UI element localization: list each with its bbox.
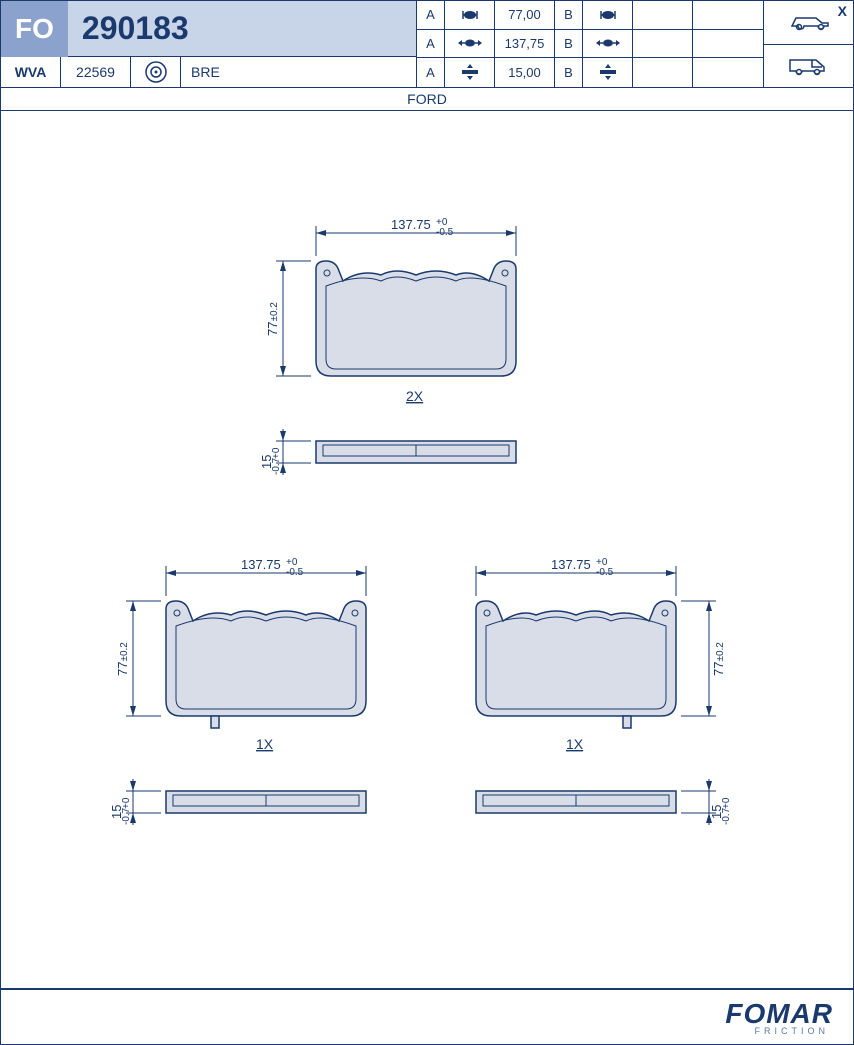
svg-text:137.75: 137.75 — [241, 557, 281, 572]
spec-b-val-0 — [633, 1, 693, 29]
spec-a-label-2: A — [417, 58, 445, 87]
car-cell: X — [764, 1, 853, 45]
top-height: 77±0.2 — [265, 302, 280, 336]
spec-b-val-1 — [633, 30, 693, 58]
br-ttl: -0.7 — [721, 807, 732, 825]
spec-row-2: A 15,00 B — [416, 58, 763, 87]
top-thick-tu: +0 — [271, 447, 282, 459]
wva-label: WVA — [1, 57, 61, 87]
width-icon-b — [583, 30, 633, 58]
svg-text:77±0.2: 77±0.2 — [115, 642, 130, 676]
spec-a-val-2: 15,00 — [495, 58, 555, 87]
part-row: FO 290183 — [1, 1, 416, 57]
spec-b-label-1: B — [555, 30, 583, 58]
width-icon — [445, 30, 495, 58]
svg-text:77±0.2: 77±0.2 — [711, 642, 726, 676]
spec-b-val-2 — [633, 58, 693, 87]
car-marked: X — [838, 3, 847, 19]
spec-a-val-1: 137,75 — [495, 30, 555, 58]
top-qty: 2X — [406, 388, 424, 404]
bl-h: 77 — [115, 662, 130, 676]
van-cell — [764, 45, 853, 88]
drawing-area: 137.75 +0 -0.5 77±0.2 2X 15 +0 -0.7 137.… — [1, 111, 853, 991]
footer: FOMAR FRICTION — [1, 988, 853, 1044]
spec-a-val-0: 77,00 — [495, 1, 555, 29]
car-icon — [784, 10, 834, 34]
svg-text:137.75: 137.75 — [551, 557, 591, 572]
spec-b-label-2: B — [555, 58, 583, 87]
vehicle-col: X — [763, 1, 853, 87]
logo-sub: FRICTION — [21, 1026, 833, 1036]
thick-icon — [445, 58, 495, 87]
part-number: 290183 — [68, 10, 189, 47]
height-icon — [445, 1, 495, 29]
bl-ttu: +0 — [121, 797, 132, 809]
br-ttu: +0 — [721, 797, 732, 809]
spec-a-label: A — [417, 1, 445, 29]
wva-value: 22569 — [61, 57, 131, 87]
disc-icon — [131, 57, 181, 87]
bl-ttl: -0.7 — [121, 807, 132, 825]
logo: FOMAR — [725, 998, 833, 1029]
spec-row-0: A 77,00 B — [416, 1, 763, 30]
height-icon-b — [583, 1, 633, 29]
top-thick-tl: -0.7 — [271, 457, 282, 475]
bl-wtl: -0.5 — [286, 567, 304, 578]
spec-a-label-1: A — [417, 30, 445, 58]
thick-icon-b — [583, 58, 633, 87]
bl-width: 137.75 — [241, 557, 281, 572]
brand-row: FORD — [1, 88, 853, 111]
spec-table: A 77,00 B A 137,75 B A 15,00 B — [416, 1, 763, 87]
spec-b-label: B — [555, 1, 583, 29]
top-width: 137.75 — [391, 217, 431, 232]
br-wtl: -0.5 — [596, 567, 614, 578]
header-left: FO 290183 WVA 22569 BRE — [1, 1, 416, 87]
spec-row-1: A 137,75 B — [416, 30, 763, 59]
prefix-label: FO — [1, 1, 68, 57]
br-h: 77 — [711, 662, 726, 676]
van-icon — [784, 54, 834, 78]
top-width-tol-l: -0.5 — [436, 227, 454, 238]
br-width: 137.75 — [551, 557, 591, 572]
type-code: BRE — [181, 57, 416, 87]
br-qty: 1X — [566, 736, 584, 752]
header: FO 290183 WVA 22569 BRE A 77,00 B A — [1, 1, 853, 88]
wva-row: WVA 22569 BRE — [1, 57, 416, 87]
header-right: A 77,00 B A 137,75 B A 15,00 B — [416, 1, 853, 87]
bl-qty: 1X — [256, 736, 274, 752]
